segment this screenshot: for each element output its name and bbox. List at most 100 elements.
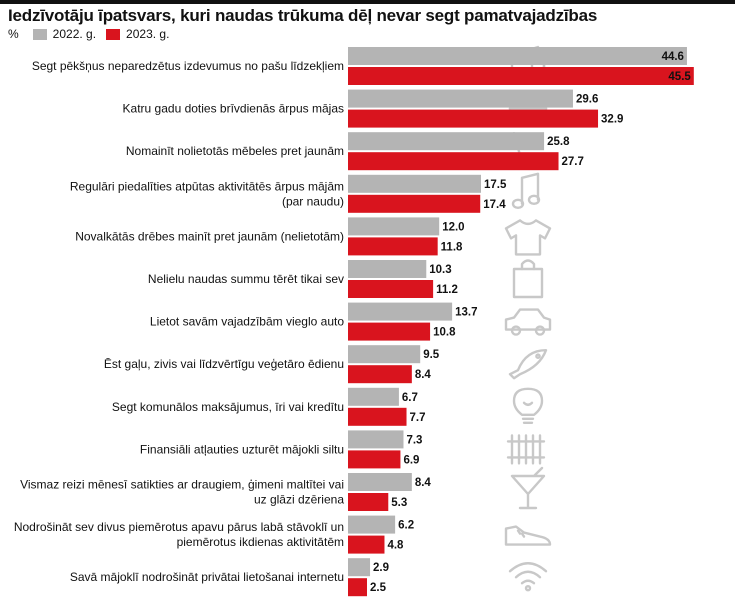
value-label-2022: 10.3 xyxy=(429,264,451,276)
top-rule xyxy=(0,0,735,4)
value-label-2022: 29.6 xyxy=(576,94,598,106)
bar-2022 xyxy=(348,430,404,449)
value-label-2023: 32.9 xyxy=(601,114,623,126)
legend: % 2022. g. 2023. g. xyxy=(8,27,179,41)
bar-2022 xyxy=(348,132,545,151)
value-label-2023: 11.8 xyxy=(441,241,463,253)
value-label-2022: 8.4 xyxy=(415,477,432,489)
value-label-2022: 17.5 xyxy=(484,179,507,191)
bar-2023 xyxy=(348,152,559,171)
category-label-line: (par naudu) xyxy=(282,194,344,208)
value-label-2022: 25.8 xyxy=(547,136,570,148)
bar-2023 xyxy=(348,194,481,213)
category-label-line: Vismaz reizi mēnesī satikties ar draugie… xyxy=(20,478,344,492)
category-label-line: Nodrošināt sev divus piemērotus apavu pā… xyxy=(14,520,344,534)
category-label: Segt pēkšņus neparedzētus izdevumus no p… xyxy=(32,59,344,73)
bar-2023 xyxy=(348,280,434,298)
category-label-line: Nelielu naudas summu tērēt tikai sev xyxy=(148,272,344,286)
cocktail-glass-icon xyxy=(510,466,546,510)
bar-2023 xyxy=(348,450,401,469)
value-label-2023: 27.7 xyxy=(562,156,584,168)
bar-2022 xyxy=(348,260,427,278)
music-note-icon xyxy=(511,172,541,210)
wifi-icon xyxy=(508,562,548,592)
bar-2023 xyxy=(348,67,694,85)
category-label: Ēst gaļu, zivis vai līdzvērtīgu veģetāro… xyxy=(104,357,344,371)
category-label-line: Savā mājoklī nodrošināt privātai lietoša… xyxy=(70,570,344,584)
bar-2022 xyxy=(348,217,440,236)
bar-2022 xyxy=(348,345,421,364)
category-label: Finansiāli atļauties uzturēt mājokli sil… xyxy=(140,442,344,456)
category-label-line: Katru gadu doties brīvdienās ārpus mājas xyxy=(123,102,344,116)
legend-item-2023: 2023. g. xyxy=(106,27,169,41)
value-label-2023: 4.8 xyxy=(387,540,404,552)
value-label-2023: 2.5 xyxy=(370,582,387,594)
category-label-line: Lietot savām vajadzībām vieglo auto xyxy=(150,315,344,329)
light-bulb-icon xyxy=(512,387,544,424)
car-icon xyxy=(504,308,552,336)
value-label-2023: 7.7 xyxy=(410,412,426,424)
bar-2023 xyxy=(348,578,367,597)
value-label-2022: 2.9 xyxy=(373,562,389,574)
value-label-2023: 17.4 xyxy=(483,199,506,211)
category-label: Nodrošināt sev divus piemērotus apavu pā… xyxy=(14,520,344,549)
value-label-2023: 11.2 xyxy=(436,284,458,296)
bar-2023 xyxy=(348,322,431,341)
bar-2022 xyxy=(348,302,453,321)
value-label-2023: 6.9 xyxy=(403,454,419,466)
category-label-line: Ēst gaļu, zivis vai līdzvērtīgu veģetāro… xyxy=(104,357,344,371)
category-label: Nomainīt nolietotās mēbeles pret jaunām xyxy=(126,144,344,158)
bar-2023 xyxy=(348,365,412,384)
shirt-icon xyxy=(504,219,552,256)
radiator-icon xyxy=(506,434,546,465)
category-label-line: uz glāzi dzēriena xyxy=(254,493,344,507)
category-label: Segt komunālos maksājumus, īri vai kredī… xyxy=(112,400,344,414)
bar-2022 xyxy=(348,473,412,491)
fish-icon xyxy=(508,349,548,380)
shopping-bag-icon xyxy=(512,259,544,299)
legend-label-2022: 2022. g. xyxy=(52,27,97,41)
category-label-line: Segt komunālos maksājumus, īri vai kredī… xyxy=(112,400,344,414)
value-label-2022: 12.0 xyxy=(442,221,464,233)
legend-item-2022: 2022. g. xyxy=(32,27,97,41)
category-label-line: Regulāri piedalīties atpūtas aktivitātēs… xyxy=(70,179,344,193)
value-label-2022: 13.7 xyxy=(455,307,477,319)
value-label-2023: 5.3 xyxy=(391,497,407,509)
category-label-line: Segt pēkšņus neparedzētus izdevumus no p… xyxy=(32,59,344,73)
value-label-2022: 7.3 xyxy=(406,434,422,446)
category-label-line: piemērotus ikdienas aktivitātēm xyxy=(177,535,344,549)
bar-2022 xyxy=(348,174,481,193)
value-label-2023: 45.5 xyxy=(668,71,691,83)
value-label-2022: 9.5 xyxy=(423,349,440,361)
bar-2022 xyxy=(348,47,687,65)
bar-2022 xyxy=(348,515,396,534)
legend-swatch-2022 xyxy=(32,28,47,40)
bar-2023 xyxy=(348,493,389,511)
category-label: Savā mājoklī nodrošināt privātai lietoša… xyxy=(70,570,344,584)
category-label: Regulāri piedalīties atpūtas aktivitātēs… xyxy=(70,179,344,208)
value-label-2022: 44.6 xyxy=(662,51,684,63)
value-label-2022: 6.2 xyxy=(398,520,414,532)
category-label-line: Novalkātās drēbes mainīt pret jaunām (ne… xyxy=(75,229,344,243)
legend-swatch-2023 xyxy=(106,28,121,40)
sneaker-icon xyxy=(504,525,552,546)
bar-2022 xyxy=(348,387,399,406)
category-label-line: Finansiāli atļauties uzturēt mājokli sil… xyxy=(140,442,344,456)
category-label: Novalkātās drēbes mainīt pret jaunām (ne… xyxy=(75,229,344,243)
value-label-2022: 6.7 xyxy=(402,392,418,404)
category-label-line: Nomainīt nolietotās mēbeles pret jaunām xyxy=(126,144,344,158)
bar-2023 xyxy=(348,237,438,256)
category-label: Katru gadu doties brīvdienās ārpus mājas xyxy=(123,102,344,116)
legend-unit: % xyxy=(8,27,19,41)
value-label-2023: 8.4 xyxy=(415,369,432,381)
bar-2023 xyxy=(348,407,407,426)
chart-title: Iedzīvotāju īpatsvars, kuri naudas trūku… xyxy=(8,6,598,25)
category-label: Vismaz reizi mēnesī satikties ar draugie… xyxy=(20,478,344,507)
legend-label-2023: 2023. g. xyxy=(126,27,170,41)
bar-2023 xyxy=(348,109,599,128)
category-label: Lietot savām vajadzībām vieglo auto xyxy=(150,315,344,329)
value-label-2023: 10.8 xyxy=(433,327,456,339)
bar-2022 xyxy=(348,89,573,108)
bar-2023 xyxy=(348,535,385,554)
